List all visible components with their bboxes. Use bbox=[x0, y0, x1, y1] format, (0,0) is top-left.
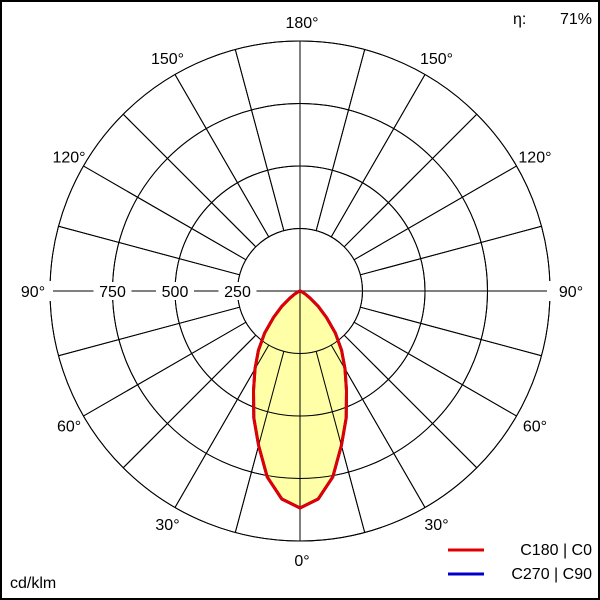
radial-gridline bbox=[343, 113, 478, 248]
angle-label: 150° bbox=[420, 51, 453, 68]
angle-label-bg bbox=[9, 281, 53, 301]
radial-gridline bbox=[330, 344, 426, 508]
radial-gridline bbox=[174, 74, 270, 238]
radial-gridline bbox=[353, 321, 517, 417]
radial-gridline bbox=[353, 165, 517, 261]
angle-label: 150° bbox=[151, 51, 184, 68]
angle-label-bg bbox=[547, 281, 591, 301]
angle-label: 180° bbox=[285, 15, 318, 32]
radial-gridline bbox=[174, 344, 270, 508]
radial-gridline bbox=[360, 306, 542, 357]
legend: C180 | C0 C270 | C90 bbox=[448, 542, 592, 583]
angle-label: 30° bbox=[424, 517, 448, 534]
radial-gridline bbox=[122, 113, 257, 248]
radial-gridline bbox=[83, 321, 247, 417]
radial-gridline bbox=[315, 49, 366, 231]
legend-label: C180 | C0 bbox=[520, 542, 592, 559]
radial-gridline bbox=[58, 225, 240, 276]
series-curve bbox=[252, 289, 348, 510]
radial-gridline bbox=[122, 334, 257, 469]
legend-label: C270 | C90 bbox=[511, 566, 592, 583]
angle-label: 90° bbox=[559, 284, 583, 301]
radial-tick-label: 500 bbox=[162, 284, 189, 301]
radial-label-bg bbox=[156, 282, 194, 300]
curves bbox=[49, 40, 551, 542]
angle-label: 60° bbox=[57, 419, 81, 436]
radial-gridline bbox=[343, 334, 478, 469]
radial-gridline bbox=[360, 225, 542, 276]
radial-tick-label: 250 bbox=[224, 284, 251, 301]
radial-gridline bbox=[315, 351, 366, 533]
radial-gridline bbox=[234, 49, 285, 231]
angle-label: 120° bbox=[52, 150, 85, 167]
angle-label: 120° bbox=[518, 150, 551, 167]
radial-gridline bbox=[234, 351, 285, 533]
angle-label: 90° bbox=[21, 284, 45, 301]
angle-label: 30° bbox=[155, 517, 179, 534]
labels: 250 500 750 0° 30° 30° 60° 60° 90° 90° 120° 120° 150… bbox=[9, 15, 591, 570]
efficiency-label: η: bbox=[513, 11, 526, 28]
radial-gridline bbox=[330, 74, 426, 238]
unit-label: cd/klm bbox=[10, 575, 56, 592]
radial-label-bg bbox=[93, 282, 132, 300]
angle-label: 0° bbox=[294, 553, 309, 570]
radial-gridline bbox=[58, 306, 240, 357]
efficiency-value: 71% bbox=[560, 11, 592, 28]
radial-tick-label: 750 bbox=[99, 284, 126, 301]
radial-label-bg bbox=[218, 282, 257, 300]
angle-label: 60° bbox=[523, 419, 547, 436]
radial-gridline bbox=[83, 165, 247, 261]
